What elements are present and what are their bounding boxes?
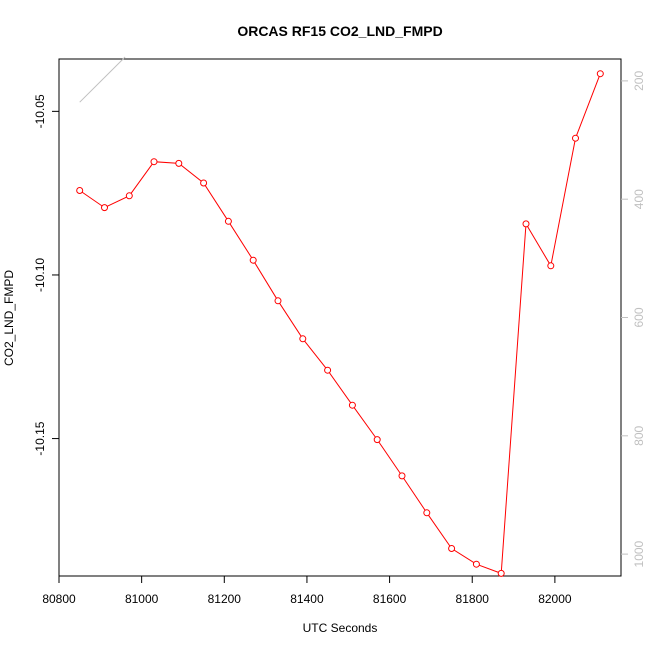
data-point <box>423 509 431 517</box>
data-point <box>398 472 406 480</box>
data-point <box>596 70 604 78</box>
right-tick-label: 400 <box>632 189 646 209</box>
data-point <box>448 545 456 552</box>
plot-area <box>76 56 604 577</box>
data-point <box>175 159 183 167</box>
x-tick-label: 81800 <box>456 592 490 606</box>
y-tick-label: -10.15 <box>33 421 47 455</box>
right-tick-label: 800 <box>632 425 646 445</box>
right-axis: 200 400 600 800 1000 <box>621 71 646 567</box>
data-point <box>200 179 208 187</box>
data-point <box>249 256 257 264</box>
data-point <box>324 366 332 374</box>
data-point <box>348 401 356 409</box>
data-point <box>299 335 307 343</box>
y-tick-label: -10.05 <box>33 94 47 128</box>
plot-frame <box>58 58 622 577</box>
data-point <box>522 220 530 228</box>
data-point <box>76 187 84 194</box>
data-point <box>572 134 579 142</box>
data-point <box>101 204 108 212</box>
x-tick-label: 81000 <box>125 592 159 606</box>
x-tick-label: 81400 <box>290 592 324 606</box>
y-axis: -10.05 -10.10 -10.15 <box>33 94 59 456</box>
right-tick-label: 600 <box>632 307 646 327</box>
data-point <box>274 297 282 305</box>
series-line-0 <box>79 73 601 575</box>
data-point <box>472 560 480 568</box>
x-tick-label: 80800 <box>42 592 76 606</box>
x-tick-label: 81200 <box>208 592 242 606</box>
x-axis-label: UTC Seconds <box>303 621 378 635</box>
right-tick-label: 200 <box>632 71 646 91</box>
right-tick-label: 1000 <box>632 540 646 567</box>
data-point <box>224 217 232 225</box>
x-tick-label: 81600 <box>373 592 407 606</box>
chart-title: ORCAS RF15 CO2_LND_FMPD <box>237 23 442 39</box>
y-tick-label: -10.10 <box>33 258 47 292</box>
x-tick-label: 82000 <box>538 592 572 606</box>
data-point <box>373 436 381 444</box>
y-axis-label: CO2_LND_FMPD <box>2 270 16 366</box>
series-line-1 <box>79 56 126 103</box>
data-point <box>125 192 133 200</box>
x-axis: 80800 81000 81200 81400 81600 81800 82000 <box>42 576 572 606</box>
data-point <box>150 158 158 166</box>
data-point <box>547 262 555 270</box>
data-point <box>497 569 505 577</box>
